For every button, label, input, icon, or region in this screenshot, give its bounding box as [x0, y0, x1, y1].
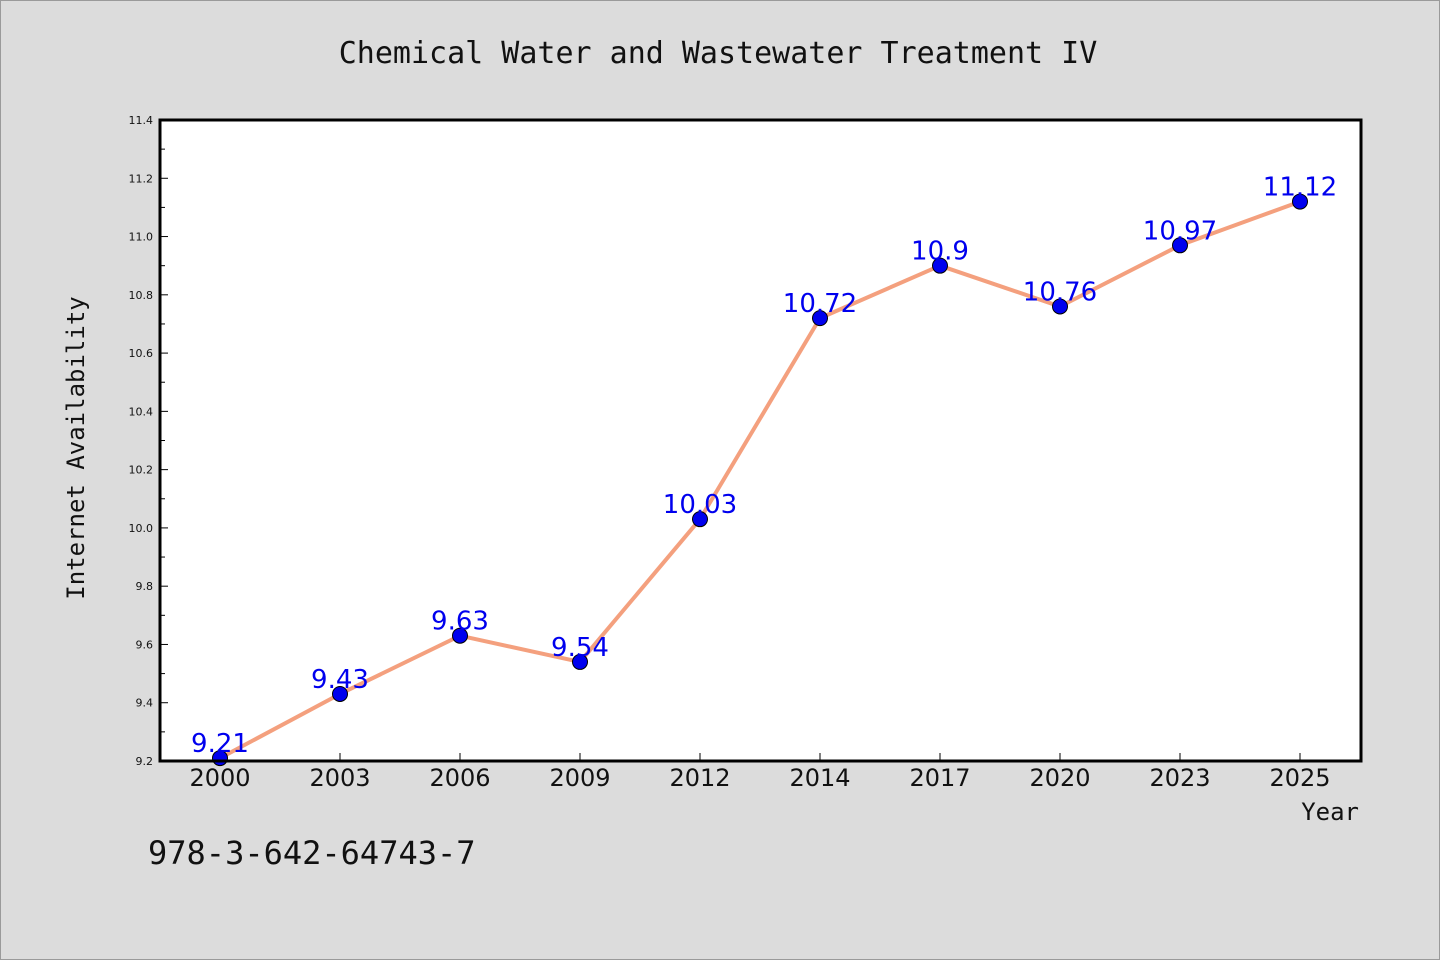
- y-tick-label: 9.2: [136, 755, 154, 768]
- y-tick-label: 10.0: [129, 522, 154, 535]
- data-point: [1052, 298, 1068, 315]
- x-tick-label: 2012: [669, 764, 730, 792]
- data-point: [692, 511, 708, 528]
- data-point: [812, 310, 828, 327]
- data-label: 9.21: [191, 729, 249, 759]
- data-point: [452, 627, 468, 644]
- plot-area: [160, 120, 1361, 761]
- x-axis: 2000 2003 2006 2009 2012 2014 2017 2020 2023 2025: [189, 753, 1331, 792]
- data-label: 10.72: [783, 289, 857, 319]
- y-axis-label: Internet Availability: [62, 296, 90, 599]
- y-tick-label: 9.8: [136, 580, 154, 593]
- y-tick-label: 11.4: [129, 114, 154, 127]
- y-tick-label: 9.6: [136, 638, 154, 651]
- data-label: 10.76: [1023, 277, 1097, 307]
- data-label: 9.63: [431, 607, 489, 637]
- y-tick-label: 10.4: [129, 405, 154, 418]
- x-tick-label: 2020: [1029, 764, 1090, 792]
- data-label: 10.97: [1143, 216, 1217, 246]
- x-tick-label: 2006: [429, 764, 490, 792]
- y-tick-label: 11.2: [129, 172, 154, 185]
- y-tick-label: 10.2: [129, 464, 154, 477]
- data-label: 11.12: [1263, 173, 1337, 203]
- data-label: 10.03: [663, 490, 737, 520]
- chart-title: Chemical Water and Wastewater Treatment …: [339, 36, 1098, 71]
- data-point: [1172, 237, 1188, 254]
- x-tick-label: 2009: [549, 764, 610, 792]
- x-axis-label: Year: [1301, 798, 1359, 826]
- data-label: 9.43: [311, 665, 369, 695]
- data-point: [332, 685, 348, 702]
- x-tick-label: 2023: [1149, 764, 1210, 792]
- series-line: [219, 199, 1301, 760]
- y-tick-label: 10.6: [129, 347, 154, 360]
- isbn-text: 978-3-642-64743-7: [148, 834, 476, 872]
- data-label: 9.54: [551, 633, 609, 663]
- x-tick-label: 2014: [789, 764, 850, 792]
- data-labels: 9.21 9.43 9.63 9.54 10.03 10.72 10.9 10.76 10.97…: [191, 173, 1337, 760]
- y-tick-label: 10.8: [129, 289, 154, 302]
- x-tick-label: 2017: [909, 764, 970, 792]
- data-point: [1292, 193, 1308, 210]
- y-tick-label: 9.4: [136, 697, 154, 710]
- data-point: [572, 653, 588, 670]
- y-tick-label: 11.0: [129, 231, 154, 244]
- x-tick-label: 2000: [189, 764, 250, 792]
- plot-frame: [158, 118, 1363, 763]
- y-axis: 9.2 9.4 9.6 9.8 10.0 10.2 10.4 10.6 10.8 11.0 11.2…: [129, 114, 168, 768]
- data-point: [932, 257, 948, 274]
- x-tick-label: 2025: [1269, 764, 1330, 792]
- series-layer: [212, 193, 1308, 767]
- data-label: 10.9: [911, 237, 969, 267]
- x-tick-label: 2003: [309, 764, 370, 792]
